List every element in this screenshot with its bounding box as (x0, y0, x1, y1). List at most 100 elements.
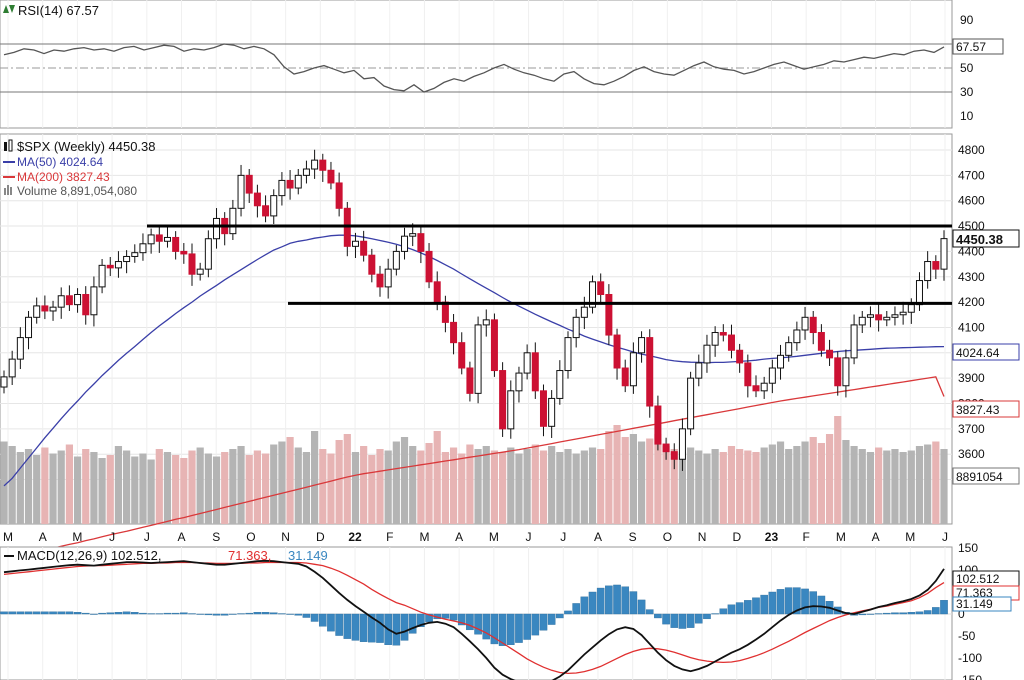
candle-body (638, 337, 646, 354)
candle-body (335, 182, 343, 209)
rsi-value-tag-box (952, 38, 1004, 55)
macd-hist-bar (392, 613, 401, 646)
candle-body (539, 390, 547, 427)
macd-hist-bar (229, 613, 237, 615)
volume-bar (940, 449, 948, 524)
candle-body (450, 321, 458, 344)
candle-body (711, 332, 719, 346)
candle-body (597, 281, 605, 295)
candle-body (351, 240, 359, 247)
volume-tag-box (952, 467, 1020, 485)
candle-body (196, 268, 204, 275)
volume-bar (736, 449, 744, 524)
volume-bar (466, 444, 474, 524)
volume-bar (73, 456, 82, 524)
volume-bar (57, 450, 65, 524)
volume-bar (319, 449, 327, 524)
rsi-label: RSI(14) 67.57 (18, 3, 99, 18)
volume-bar (785, 449, 793, 524)
volume-tag: 8891054 (956, 470, 1003, 484)
macd-hist-bar (605, 585, 613, 615)
volume-bar (744, 450, 752, 524)
candle-body (736, 349, 744, 364)
macd-line-group (3, 559, 945, 680)
volume-bar (531, 444, 539, 524)
volume-bar (90, 452, 98, 524)
macd-hist-bar (204, 613, 213, 616)
macd-hist-bar (65, 611, 74, 615)
volume-bar (719, 452, 727, 524)
candle-body (25, 316, 33, 339)
time-axis-label: D (316, 530, 325, 544)
candle-body (744, 362, 752, 387)
candle-body (458, 342, 466, 369)
candle-body (41, 305, 49, 312)
price-axis: 4800470046004500440043004200410040003900… (958, 143, 985, 487)
volume-bar (711, 449, 719, 524)
volume-bar (490, 450, 499, 524)
macd-hist-bar (318, 613, 327, 627)
volume-bar (253, 450, 261, 524)
volume-bar (433, 431, 441, 524)
candle-body (172, 236, 180, 252)
volume-bar (866, 452, 875, 524)
macd-hist-bar (294, 613, 303, 616)
volume-bar (343, 434, 351, 524)
candle-body (572, 316, 580, 339)
candle-body (842, 357, 850, 387)
volume-bar (449, 447, 458, 524)
volume-bar (662, 446, 670, 524)
candle-body (940, 238, 948, 270)
volume-bar (131, 456, 139, 524)
resistance-lines (147, 224, 952, 305)
volume-legend-icon (4, 185, 12, 195)
volume-bar (360, 446, 368, 524)
candle-body (858, 316, 866, 326)
volume-bar (41, 447, 49, 524)
last-price-tag: 4450.38 (956, 232, 1003, 247)
volume-bars (0, 416, 948, 524)
candle-body (515, 372, 523, 392)
candle-body (33, 305, 41, 318)
macd-hist-bar (784, 587, 793, 615)
volume-bar (33, 455, 41, 524)
volume-bar (580, 450, 588, 524)
candle-body (834, 357, 842, 387)
volume-bar (16, 452, 24, 524)
macd-hist-bar (662, 613, 670, 625)
rsi-value-tag: 67.57 (956, 40, 986, 54)
macd-line (3, 559, 945, 680)
volume-bar (760, 447, 768, 524)
macd-hist-bar (882, 612, 891, 615)
volume-bar (270, 444, 278, 524)
volume-bar (539, 450, 548, 524)
macd-hist-bar (16, 611, 25, 615)
candle-body (213, 217, 221, 240)
volume-bar (768, 444, 776, 524)
candle-body (817, 332, 825, 351)
volume-bar (752, 452, 760, 524)
time-axis-label: J (109, 530, 115, 544)
candle-body (850, 324, 858, 359)
macd-hist-bar (776, 589, 785, 615)
candle-body (932, 261, 940, 270)
candle-body (589, 281, 597, 308)
candle-body (915, 280, 923, 306)
time-axis-label: D (732, 530, 741, 544)
candle-body (678, 428, 686, 460)
macd-hist-bar (130, 612, 139, 615)
time-axis-label: M (489, 530, 499, 544)
macd-hist-bar (556, 613, 564, 619)
macd-hist-bar (654, 613, 662, 619)
macd-hist-bar (645, 609, 654, 615)
candle-body (907, 304, 915, 313)
macd-hist-bar (163, 612, 172, 615)
macd-hist-bar (915, 611, 924, 615)
macd-axis-tick: 150 (958, 541, 978, 555)
macd-hist-bar (752, 597, 760, 615)
macd-hist-bar (907, 612, 916, 615)
hist-tag: 31.149 (956, 597, 993, 611)
volume-bar (915, 446, 924, 524)
candle-body (327, 169, 335, 184)
